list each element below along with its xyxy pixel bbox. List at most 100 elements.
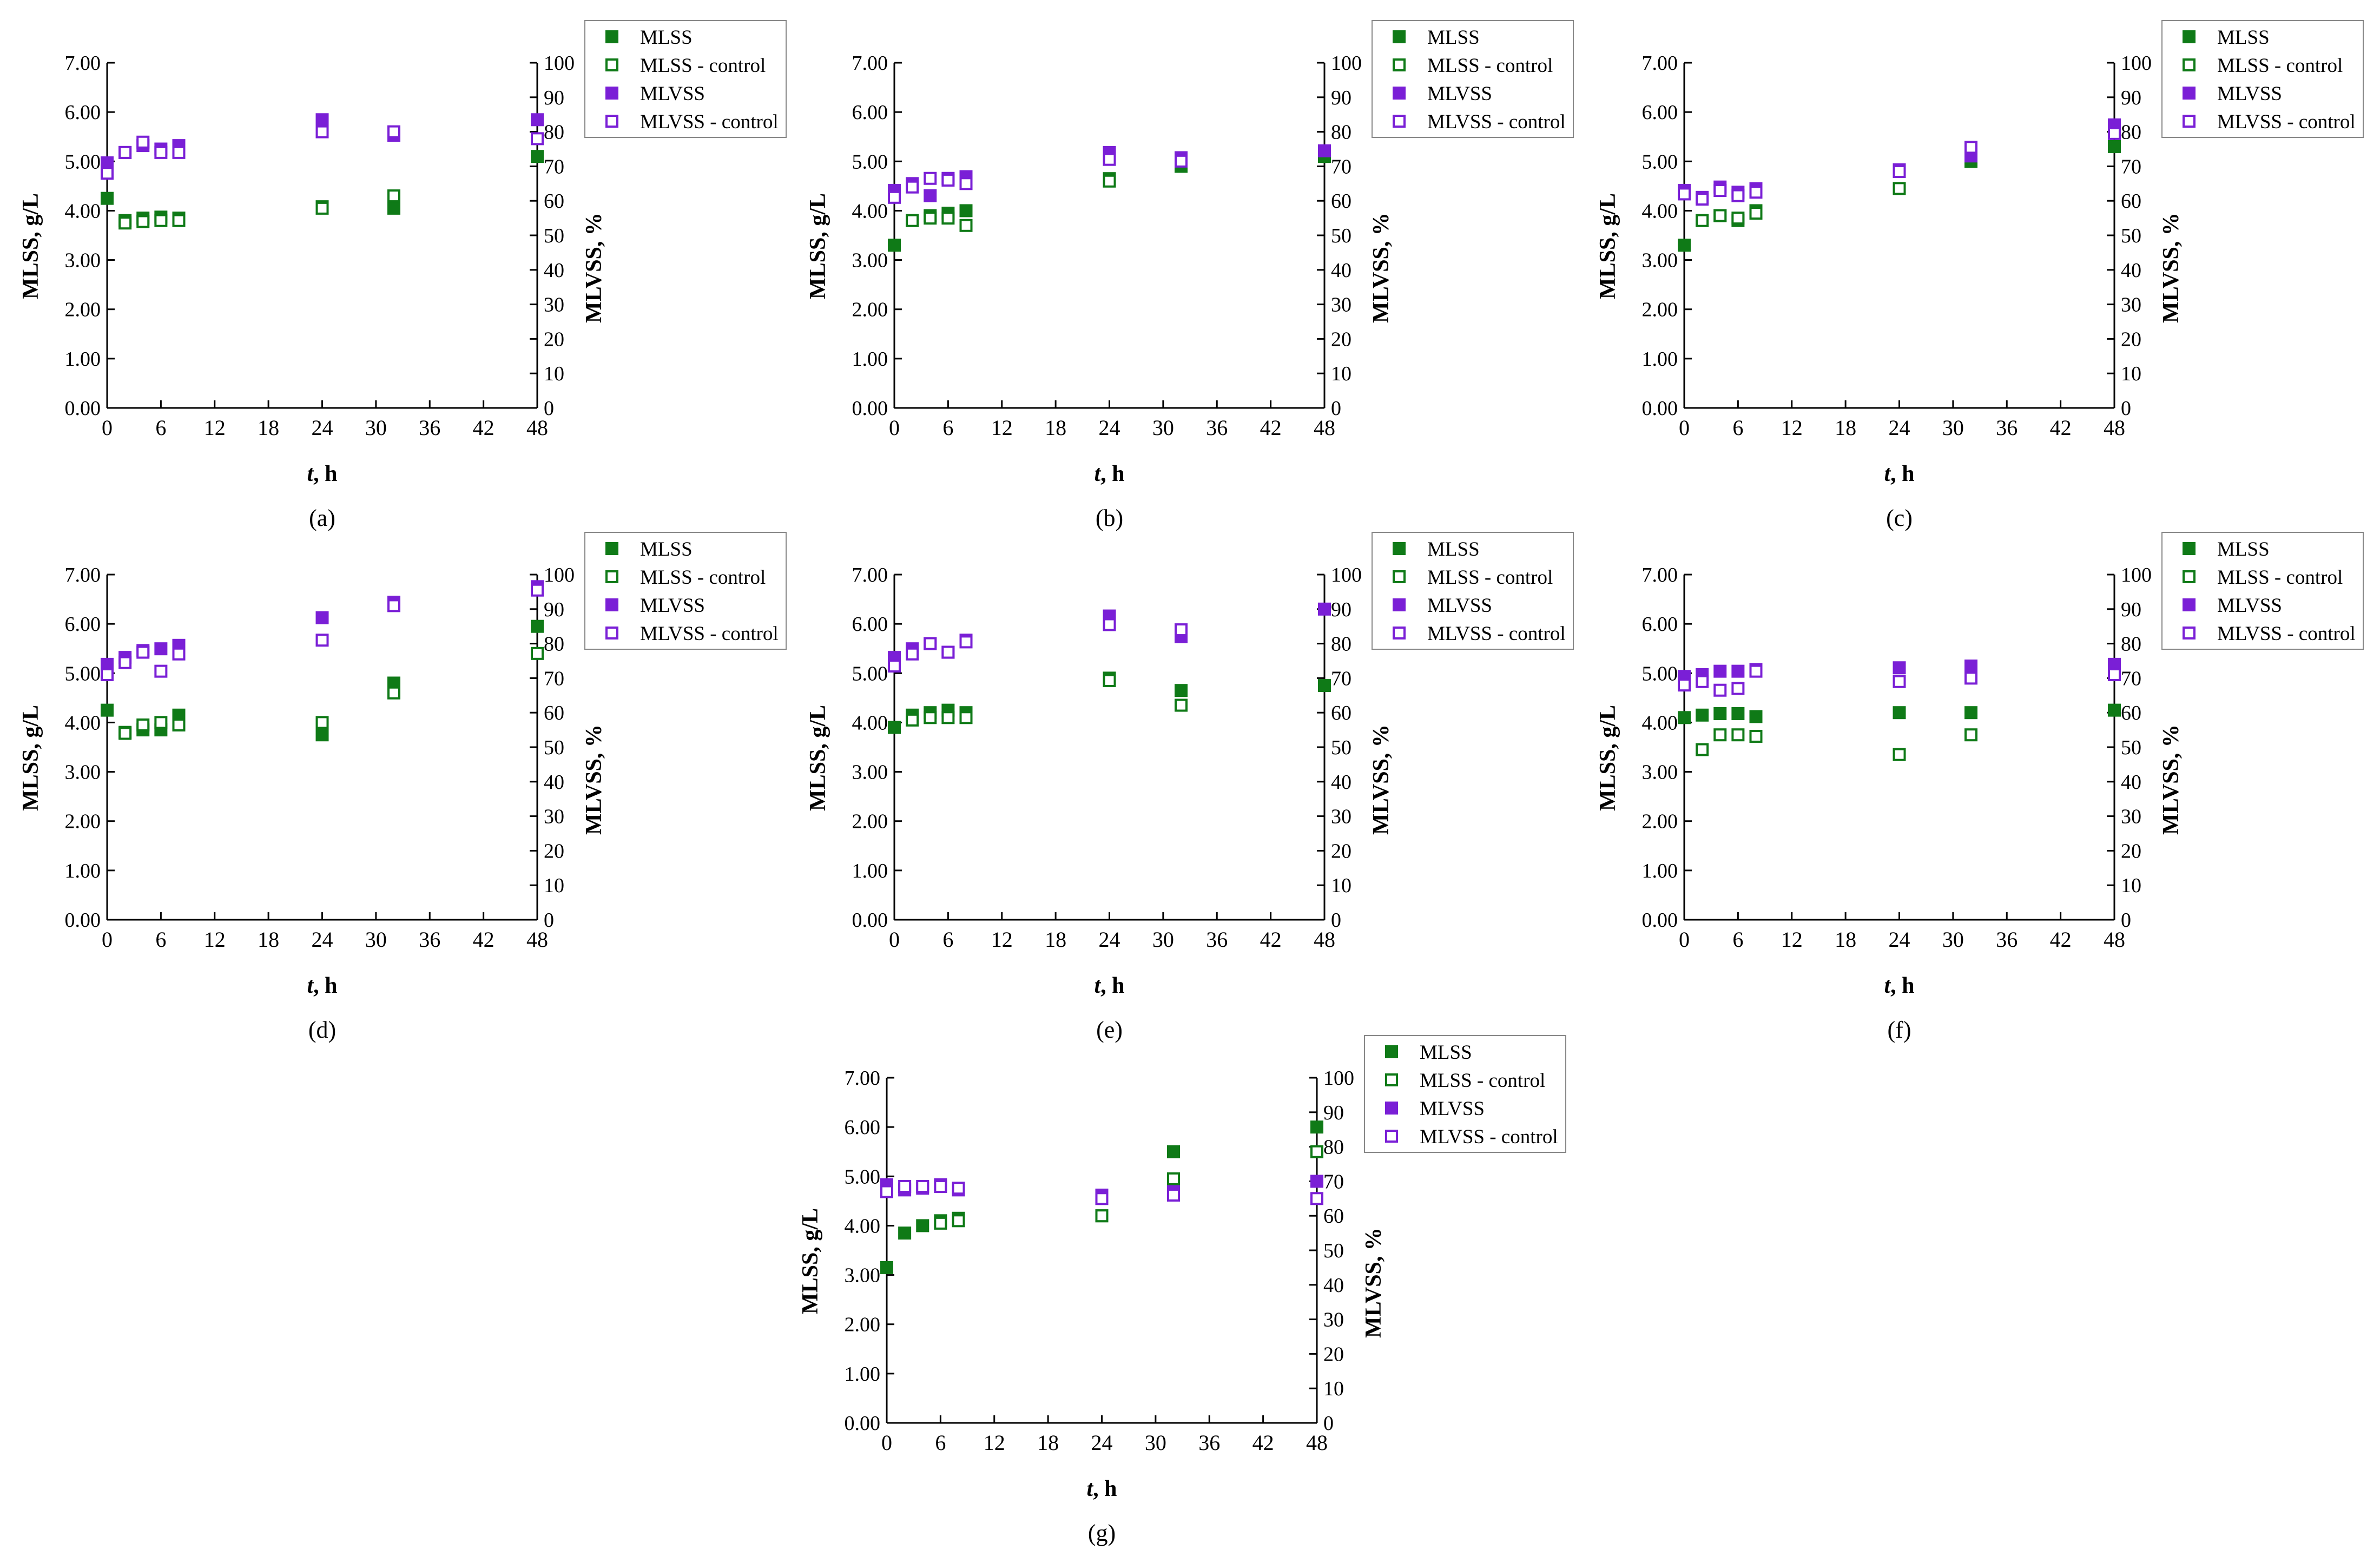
data-point-mlvss-control	[959, 635, 973, 649]
y-tick-label-left: 3.00	[65, 249, 101, 272]
data-point-mlvss-control	[531, 583, 544, 597]
x-axis-title: t, h	[1094, 973, 1124, 998]
data-point-mlss-control	[172, 718, 186, 731]
legend-label: MLVSS - control	[640, 111, 779, 133]
data-point-mlss	[1678, 711, 1691, 724]
y-tick-label-left: 2.00	[1642, 810, 1678, 833]
chart-panel-d: 0 6 12 18 24 30 36 42 48 0.00 1.00 2.00 3.00 4.00 5.00…	[18, 532, 787, 1043]
data-point-mlss-control	[1731, 212, 1745, 225]
x-tick-label: 18	[258, 927, 279, 952]
x-tick-label: 18	[258, 416, 279, 440]
data-point-mlss-control	[315, 716, 329, 729]
data-point-mlvss-control	[172, 647, 186, 661]
legend-label: MLSS - control	[640, 55, 766, 77]
data-point-mlss-control	[315, 201, 329, 215]
legend-marker	[605, 570, 618, 583]
y-tick-label-right: 50	[1331, 225, 1351, 247]
x-tick-label: 18	[1835, 927, 1856, 952]
x-tick-label: 0	[889, 416, 900, 440]
data-point-mlvss-control	[1678, 187, 1691, 201]
legend-marker	[605, 598, 618, 611]
legend-label: MLVSS - control	[1427, 623, 1566, 645]
data-point-mlss-control	[1964, 728, 1977, 742]
x-tick-label: 6	[155, 927, 166, 952]
data-point-mlvss	[924, 189, 937, 202]
chart-panel-b: 0 6 12 18 24 30 36 42 48 0.00 1.00 2.00 3.00 4.00 5.00…	[806, 20, 1574, 531]
data-point-mlvss-control	[1731, 682, 1745, 695]
x-tick-label: 42	[473, 416, 495, 440]
data-point-mlvss-control	[1696, 675, 1709, 688]
legend-marker	[2183, 542, 2196, 555]
data-point-mlss	[531, 619, 544, 633]
data-point-mlss-control	[952, 1214, 965, 1228]
y-tick-label-right: 50	[544, 225, 564, 247]
y-tick-label-right: 60	[544, 702, 564, 724]
x-tick-label: 30	[1152, 416, 1174, 440]
legend-label: MLSS	[1427, 538, 1480, 561]
legend-label: MLVSS	[1427, 595, 1492, 617]
legend-label: MLVSS	[1427, 83, 1492, 105]
y-tick-label-right: 20	[1331, 328, 1351, 351]
y-tick-label-left: 7.00	[65, 564, 101, 586]
y-tick-label-left: 5.00	[1642, 662, 1678, 685]
legend-marker	[1385, 1102, 1398, 1115]
y-tick-label-left: 2.00	[65, 299, 101, 321]
data-point-mlvss-control	[387, 599, 400, 612]
x-tick-label: 24	[1889, 416, 1910, 440]
data-point-mlvss-control	[959, 177, 973, 190]
data-point-mlvss	[1964, 660, 1977, 673]
x-tick-label: 36	[1206, 416, 1228, 440]
legend-label: MLSS - control	[2217, 566, 2343, 589]
data-point-mlss	[1310, 1120, 1323, 1134]
x-tick-label: 12	[1781, 927, 1803, 952]
y-tick-label-left: 4.00	[852, 200, 888, 222]
x-tick-label: 0	[881, 1430, 892, 1455]
data-point-mlss-control	[1103, 674, 1116, 687]
y-tick-label-left: 6.00	[852, 613, 888, 636]
data-point-mlvss-control	[1310, 1192, 1323, 1205]
y-tick-label-left: 3.00	[1642, 761, 1678, 784]
data-point-mlvss-control	[1713, 184, 1727, 197]
data-point-mlss	[101, 703, 114, 717]
legend-label: MLVSS - control	[2217, 623, 2356, 645]
y-tick-label-right: 0	[1323, 1412, 1334, 1435]
y-tick-label-right: 40	[2121, 259, 2141, 282]
x-tick-label: 48	[526, 416, 548, 440]
x-tick-label: 18	[1045, 416, 1066, 440]
data-point-mlss	[959, 204, 973, 217]
x-tick-label: 12	[1781, 416, 1803, 440]
data-point-mlss	[1749, 710, 1763, 723]
y-tick-label-right: 40	[544, 771, 564, 794]
y-tick-label-right: 70	[1331, 667, 1351, 690]
legend-label: MLVSS	[2217, 595, 2282, 617]
data-point-mlvss-control	[1731, 189, 1745, 202]
x-tick-label: 42	[1252, 1430, 1274, 1455]
data-point-mlss-control	[1893, 748, 1906, 761]
y-tick-label-right: 60	[1331, 190, 1351, 213]
data-point-mlvss-control	[1095, 1192, 1109, 1205]
y-tick-label-left: 0.00	[65, 909, 101, 932]
y-tick-label-right: 100	[1331, 564, 1362, 586]
x-tick-label: 24	[312, 927, 333, 952]
y-axis-title-left: MLSS, g/L	[798, 1208, 823, 1314]
y-tick-label-right: 100	[544, 52, 575, 75]
y-tick-label-right: 20	[2121, 840, 2141, 862]
legend-marker	[2183, 115, 2196, 128]
x-tick-label: 42	[1260, 416, 1282, 440]
x-tick-label: 6	[155, 416, 166, 440]
y-tick-label-left: 0.00	[852, 909, 888, 932]
legend-marker	[2183, 598, 2196, 611]
data-point-mlss-control	[1696, 743, 1709, 756]
y-axis-title-left: MLSS, g/L	[806, 705, 830, 811]
data-point-mlss-control	[118, 727, 132, 740]
x-axis-title-variable: t	[1094, 461, 1101, 486]
y-tick-label-left: 2.00	[852, 810, 888, 833]
x-tick-label: 30	[1152, 927, 1174, 952]
y-tick-label-right: 30	[1323, 1309, 1344, 1331]
y-tick-label-right: 70	[544, 667, 564, 690]
data-point-mlss-control	[136, 215, 150, 228]
y-axis-title-left: MLSS, g/L	[18, 193, 43, 299]
y-tick-label-right: 10	[1331, 362, 1351, 385]
y-tick-label-left: 6.00	[65, 101, 101, 124]
data-point-mlvss-control	[1749, 186, 1763, 199]
